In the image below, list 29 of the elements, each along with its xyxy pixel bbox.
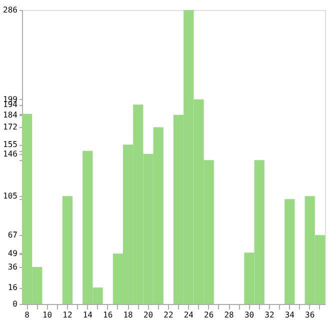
y-tick-label: 105 xyxy=(3,192,18,201)
x-tick-label: 8 xyxy=(24,310,30,320)
x-tick-label: 14 xyxy=(82,310,93,320)
x-tick-label: 22 xyxy=(164,310,174,320)
x-tick-label: 26 xyxy=(204,310,214,320)
bar xyxy=(62,196,72,304)
x-tick-label: 12 xyxy=(62,310,72,320)
y-tick-label: 49 xyxy=(8,249,18,258)
y-tick-label: 172 xyxy=(3,122,18,132)
x-tick-label: 18 xyxy=(123,310,134,320)
y-tick-label: 36 xyxy=(8,262,18,272)
bar xyxy=(284,199,295,304)
y-tick-label: 0 xyxy=(12,300,18,308)
x-tick-label: 30 xyxy=(244,310,254,320)
y-tick-label: 16 xyxy=(8,283,18,292)
x-tick-label: 24 xyxy=(184,310,194,320)
y-tick-label: 184 xyxy=(3,110,18,120)
x-tick-label: 10 xyxy=(42,310,52,320)
y-tick-label: 286 xyxy=(3,6,18,14)
y-tick-label: 199 xyxy=(3,94,18,104)
y-tick-label: 67 xyxy=(8,230,18,240)
y-tick-label: 155 xyxy=(3,140,18,150)
x-tick-label: 28 xyxy=(224,310,234,320)
y-tick-label: 146 xyxy=(3,149,18,158)
x-tick-label: 16 xyxy=(103,310,113,320)
x-tick-label: 34 xyxy=(284,310,295,320)
x-tick-label: 20 xyxy=(143,310,154,320)
x-tick-label: 36 xyxy=(305,310,315,320)
x-tick-label: 32 xyxy=(264,310,274,320)
